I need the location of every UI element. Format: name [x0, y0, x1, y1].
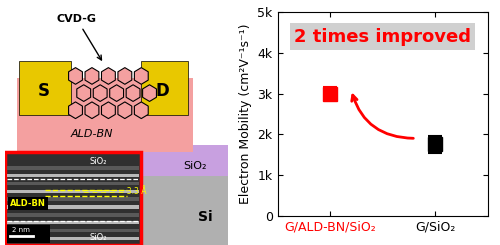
Text: D: D: [156, 82, 169, 99]
FancyBboxPatch shape: [8, 221, 139, 224]
FancyBboxPatch shape: [17, 78, 193, 152]
FancyBboxPatch shape: [17, 145, 229, 176]
FancyBboxPatch shape: [8, 237, 139, 240]
FancyBboxPatch shape: [19, 61, 71, 115]
FancyBboxPatch shape: [8, 190, 139, 193]
FancyBboxPatch shape: [8, 213, 139, 217]
Y-axis label: Electron Mobility (cm²V⁻¹s⁻¹): Electron Mobility (cm²V⁻¹s⁻¹): [239, 24, 252, 204]
Text: S: S: [38, 82, 50, 99]
Text: CVD-G: CVD-G: [56, 14, 102, 60]
Text: SiO₂: SiO₂: [90, 157, 107, 166]
Text: SiO₂: SiO₂: [90, 233, 107, 242]
FancyBboxPatch shape: [5, 152, 141, 245]
FancyBboxPatch shape: [8, 166, 139, 170]
Text: 2 nm: 2 nm: [12, 227, 30, 233]
Text: 2 times improved: 2 times improved: [294, 28, 471, 46]
FancyBboxPatch shape: [8, 225, 50, 243]
FancyBboxPatch shape: [17, 159, 229, 245]
Text: SiO₂: SiO₂: [184, 161, 207, 171]
FancyBboxPatch shape: [8, 182, 139, 185]
Text: ALD-BN: ALD-BN: [10, 199, 46, 208]
FancyBboxPatch shape: [8, 174, 139, 177]
FancyBboxPatch shape: [8, 229, 139, 232]
FancyBboxPatch shape: [142, 61, 188, 115]
FancyBboxPatch shape: [8, 205, 139, 209]
FancyBboxPatch shape: [8, 197, 139, 201]
Text: = = = = = 3.3 Å: = = = = = 3.3 Å: [82, 187, 146, 196]
Text: Si: Si: [198, 209, 212, 223]
Text: ALD-BN: ALD-BN: [71, 129, 114, 139]
